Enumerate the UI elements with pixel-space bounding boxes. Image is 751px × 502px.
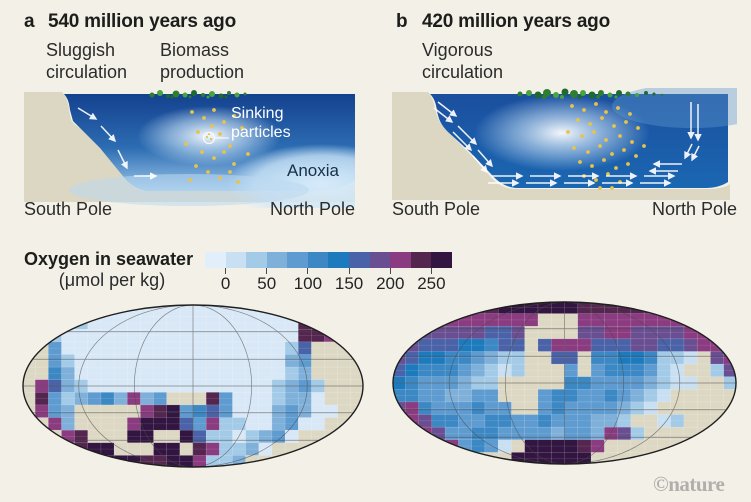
sinking-particles-label: Sinking particles (231, 104, 291, 142)
panel-a-north-pole: North Pole (269, 199, 355, 219)
colorbar-segment (225, 252, 247, 268)
sinking-line1: Sinking (231, 105, 284, 122)
colorbar-ticklabel: 50 (257, 274, 277, 293)
cross-section-540ma (24, 90, 355, 208)
panel-b-title: 420 million years ago (422, 11, 610, 32)
anoxia-label: Anoxia (287, 161, 339, 180)
colorbar-tickmark (389, 268, 391, 274)
legend-label-block: Oxygen in seawater (μmol per kg) (24, 249, 200, 291)
panel-a-title: 540 million years ago (48, 11, 236, 32)
oxygen-map-540ma (22, 304, 364, 468)
colorbar-tickmark (225, 268, 227, 274)
colorbar-segment (349, 252, 370, 268)
panel-b-poles: South Pole North Pole (392, 199, 737, 220)
colorbar-area: 0 50 100 150 200 250 (205, 252, 452, 298)
panel-a-biomass-label: Biomass production (160, 39, 244, 83)
colorbar-ticklabel: 100 (293, 274, 323, 293)
oxygen-map-420ma (392, 301, 737, 465)
panel-b-south-pole: South Pole (392, 199, 481, 219)
panel-b-circulation-line2: circulation (422, 62, 504, 82)
colorbar-segment (266, 252, 288, 268)
colorbar-segment (287, 252, 308, 268)
map-graticule (23, 305, 363, 467)
land-a (24, 92, 355, 202)
cross-section-420ma (392, 88, 737, 200)
colorbar (205, 252, 452, 268)
sinking-particles-callout-circle (202, 131, 216, 145)
colorbar-segment (431, 252, 452, 268)
panel-a-poles: South Pole North Pole (24, 199, 355, 220)
floor-light (69, 174, 309, 206)
colorbar-tickmark (430, 268, 432, 274)
colorbar-segment (205, 252, 226, 268)
oxygen-plume-glow-b (474, 95, 650, 171)
panel-b-letter: b (396, 11, 408, 32)
colorbar-tickmark (307, 268, 309, 274)
legend-units: (μmol per kg) (58, 270, 166, 290)
colorbar-segment (390, 252, 411, 268)
panel-a-circulation-line1: Sluggish (46, 40, 116, 60)
topright-light (612, 88, 737, 128)
dynamic-layer-b (433, 88, 702, 190)
dynamic-layer-a (77, 90, 250, 184)
panel-b-circulation-label: Vigorous circulation (422, 39, 503, 83)
map-outline (392, 301, 737, 465)
panel-a-biomass-line1: Biomass (160, 40, 230, 60)
colorbar-tickmark (266, 268, 268, 274)
panel-a-biomass-line2: production (160, 62, 245, 82)
legend-title: Oxygen in seawater (24, 249, 194, 269)
sinking-line2: particles (231, 124, 291, 141)
colorbar-segment (369, 252, 391, 268)
panel-a-letter: a (24, 11, 35, 32)
colorbar-ticklabel: 0 (220, 274, 231, 293)
colorbar-tickmark (348, 268, 350, 274)
colorbar-segment (246, 252, 267, 268)
colorbar-segment (328, 252, 350, 268)
colorbar-ticklabel: 200 (376, 274, 405, 293)
nature-credit: ©nature (653, 472, 725, 496)
oxygen-plume-glow (137, 106, 281, 166)
panel-b-north-pole: North Pole (651, 199, 737, 219)
land-b (392, 92, 730, 200)
panel-b-circulation-line1: Vigorous (422, 40, 493, 60)
panel-a-circulation-label: Sluggish circulation (46, 39, 127, 83)
colorbar-segment (307, 252, 329, 268)
colorbar-ticklabel: 250 (417, 274, 446, 293)
panel-a-circulation-line2: circulation (46, 62, 128, 82)
colorbar-segment (410, 252, 432, 268)
panel-a-south-pole: South Pole (24, 199, 113, 219)
map-graticule (393, 302, 736, 464)
colorbar-ticklabel: 150 (334, 274, 364, 293)
map-outline (22, 304, 364, 468)
